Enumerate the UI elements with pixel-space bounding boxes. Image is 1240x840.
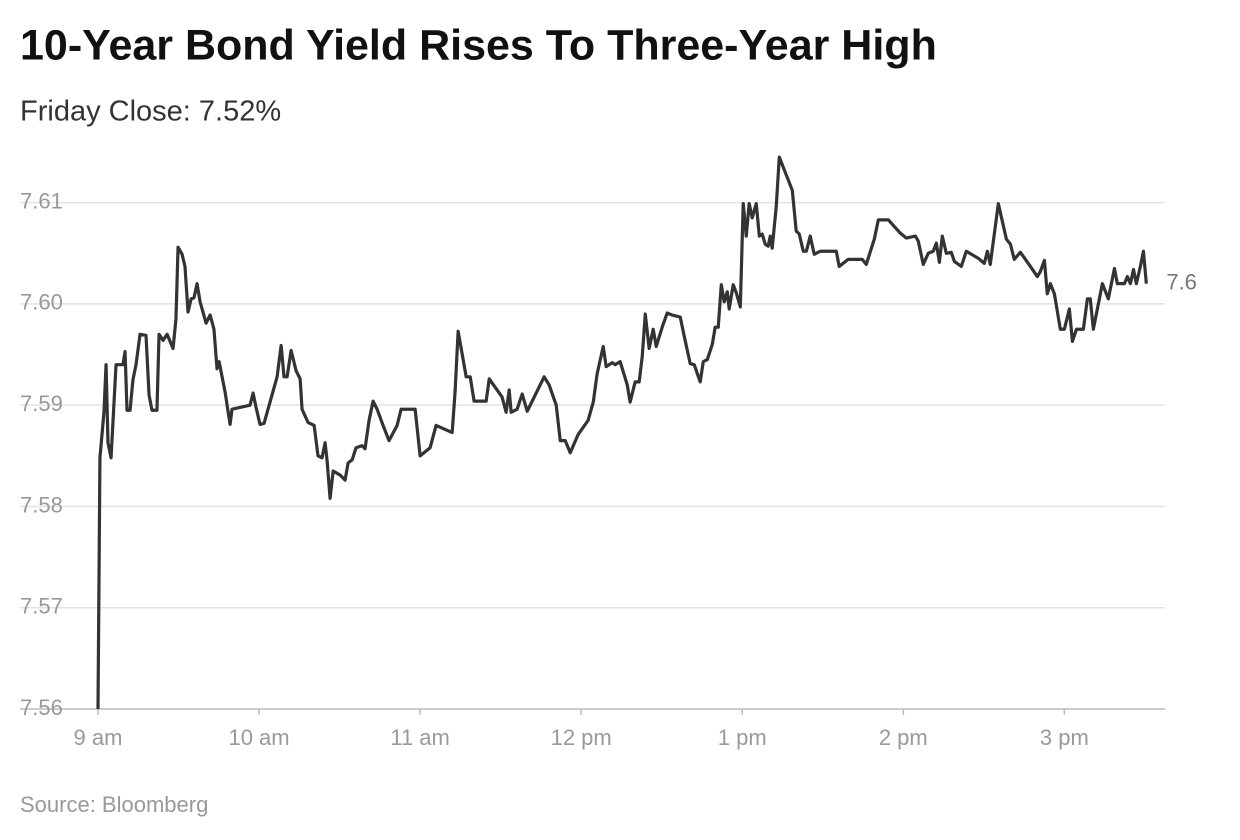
y-tick-label: 7.56	[20, 695, 63, 720]
data-line	[96, 155, 1148, 710]
x-tick-label: 10 am	[228, 725, 289, 750]
y-tick-label: 7.61	[20, 188, 63, 213]
x-tick-label: 3 pm	[1040, 725, 1089, 750]
end-value-label: 7.6	[1166, 269, 1197, 294]
y-tick-label: 7.57	[20, 594, 63, 619]
chart-title: 10-Year Bond Yield Rises To Three-Year H…	[20, 21, 937, 69]
y-tick-label: 7.59	[20, 391, 63, 416]
y-tick-label: 7.60	[20, 290, 63, 315]
source-note: Source: Bloomberg	[20, 792, 208, 817]
chart-subtitle: Friday Close: 7.52%	[20, 96, 281, 128]
x-tick-label: 1 pm	[718, 725, 767, 750]
x-tick-label: 2 pm	[879, 725, 928, 750]
x-tick-label: 11 am	[390, 725, 450, 750]
y-tick-label: 7.58	[20, 492, 63, 517]
x-tick-label: 12 pm	[551, 725, 612, 750]
x-tick-label: 9 am	[74, 725, 123, 750]
